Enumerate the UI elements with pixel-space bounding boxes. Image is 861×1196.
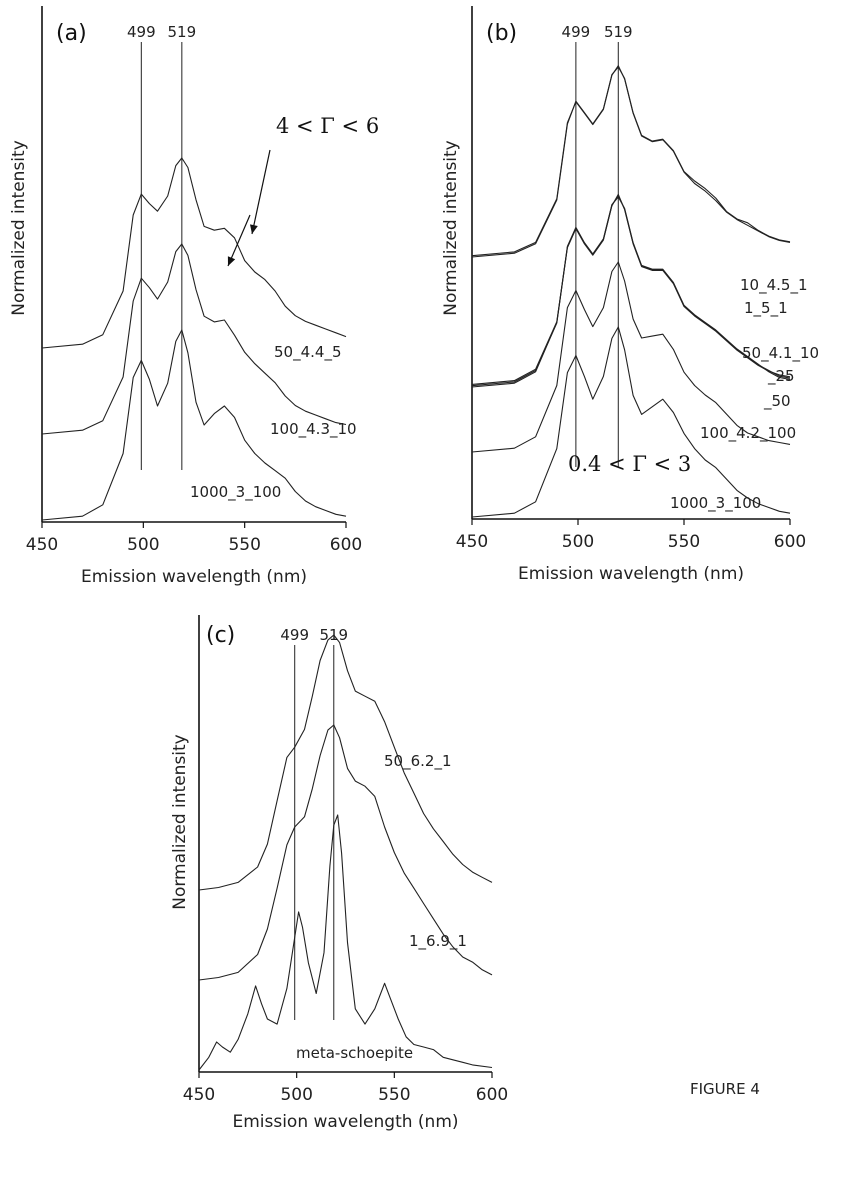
series-label-b-5: 100_4.2_100 [700,424,796,443]
series-line-b-0 [471,66,791,258]
annotation-arrow-a-0 [251,149,271,235]
x-tick-label-b-3: 600 [774,532,806,552]
y-axis-label-c: Normalized intensity [170,734,190,910]
panel-c: 450 500 550 600 Emission wavelength (nm) Norm… [170,615,508,1132]
reference-label-a-499: 499 [127,23,156,41]
panel-label-a: (a) [56,21,87,46]
series-line-c-0 [198,634,493,891]
series-line-c-1 [198,724,493,981]
series-line-b-5 [471,261,791,453]
series-label-b-1: 1_5_1 [744,299,788,318]
x-tick-label-c-2: 550 [378,1085,410,1105]
figure-label: FIGURE 4 [690,1080,760,1098]
reference-label-b-519: 519 [604,23,633,41]
series-line-b-6 [471,326,791,518]
x-tick-label-b-2: 550 [668,532,700,552]
series-label-b-0: 10_4.5_1 [740,276,808,295]
y-axis-label-a: Normalized intensity [9,140,29,316]
x-tick-label-a-1: 500 [127,535,159,555]
panel-a: 450 500 550 600 Emission wavelength (nm) Norm… [9,6,379,587]
series-line-a-2 [41,329,347,521]
series-line-a-1 [41,243,347,435]
series-label-a-0: 50_4.4_5 [274,343,342,362]
series-line-a-0 [41,157,347,349]
series-label-c-0: 50_6.2_1 [384,752,452,771]
x-tick-label-b-0: 450 [456,532,488,552]
series-line-b-1 [471,65,791,257]
panel-label-b: (b) [486,21,517,46]
annotation-arrowhead-a-0 [250,224,258,234]
reference-label-a-519: 519 [168,23,197,41]
series-label-c-2: meta-schoepite [296,1044,413,1062]
x-tick-label-b-1: 500 [562,532,594,552]
x-tick-label-c-1: 500 [280,1085,312,1105]
series-line-b-4 [471,193,791,385]
series-label-a-2: 1000_3_100 [190,483,281,502]
x-axis-label-a: Emission wavelength (nm) [81,567,307,587]
x-tick-label-c-3: 600 [476,1085,508,1105]
series-label-b-2: 50_4.1_10 [742,344,819,363]
reference-label-c-499: 499 [280,626,309,644]
x-tick-label-c-0: 450 [183,1085,215,1105]
x-axis-label-c: Emission wavelength (nm) [232,1112,458,1132]
series-label-c-1: 1_6.9_1 [409,932,467,951]
annotation-arrowhead-a-1 [227,256,236,266]
y-axis-label-b: Normalized intensity [441,140,461,316]
x-tick-label-a-3: 600 [330,535,362,555]
annotation-b: 0.4 < Γ < 3 [568,452,691,476]
annotation-a: 4 < Γ < 6 [276,114,379,138]
x-tick-label-a-2: 550 [228,535,260,555]
panel-label-c: (c) [206,623,235,648]
series-line-c-2 [198,814,493,1071]
series-label-a-1: 100_4.3_10 [270,420,357,439]
series-label-b-6: 1000_3_100 [670,494,761,513]
reference-label-b-499: 499 [562,23,591,41]
series-label-b-4: _50 [763,392,791,411]
x-axis-label-b: Emission wavelength (nm) [518,564,744,584]
series-label-b-3: _25 [767,367,795,386]
panel-b: 450 500 550 600 Emission wavelength (nm) Norm… [441,6,819,584]
x-tick-label-a-0: 450 [26,535,58,555]
annotation-arrow-a-1 [227,214,251,267]
